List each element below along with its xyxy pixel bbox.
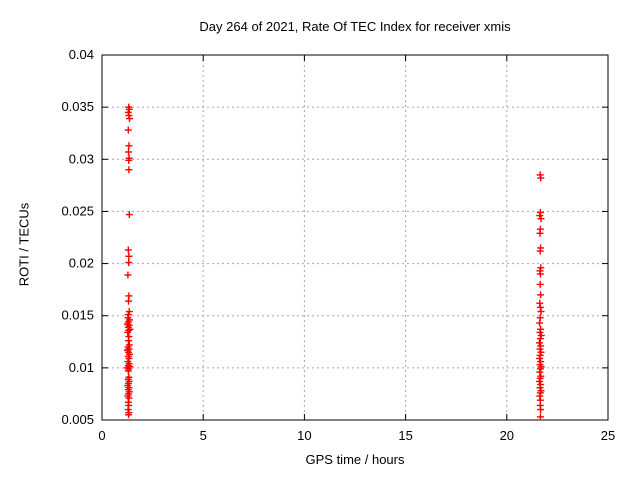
- scatter-points: [123, 103, 545, 421]
- plot-border: [101, 54, 609, 421]
- axis-ticks: [101, 54, 609, 421]
- y-tick-label: 0.035: [61, 99, 94, 114]
- y-tick-label: 0.01: [69, 360, 94, 375]
- x-tick-label: 10: [297, 428, 311, 443]
- y-tick-label: 0.02: [69, 256, 94, 271]
- y-tick-label: 0.04: [69, 47, 94, 62]
- y-tick-label: 0.015: [61, 308, 94, 323]
- tick-labels: 0 5 10 15 20 25 0.005 0.01 0.015 0.02 0.025 0.03 0.0…: [61, 47, 615, 443]
- y-tick-label: 0.005: [61, 412, 94, 427]
- y-axis-label: ROTI / TECUs: [16, 202, 32, 287]
- x-tick-label: 20: [500, 428, 514, 443]
- chart-title: Day 264 of 2021, Rate Of TEC Index for r…: [199, 19, 511, 34]
- grid-lines: [102, 55, 608, 420]
- x-tick-label: 0: [98, 428, 105, 443]
- y-tick-label: 0.03: [69, 151, 94, 166]
- x-tick-label: 5: [200, 428, 207, 443]
- x-axis-label: GPS time / hours: [305, 452, 405, 467]
- x-tick-label: 15: [398, 428, 412, 443]
- y-tick-label: 0.025: [61, 203, 94, 218]
- x-tick-label: 25: [601, 428, 615, 443]
